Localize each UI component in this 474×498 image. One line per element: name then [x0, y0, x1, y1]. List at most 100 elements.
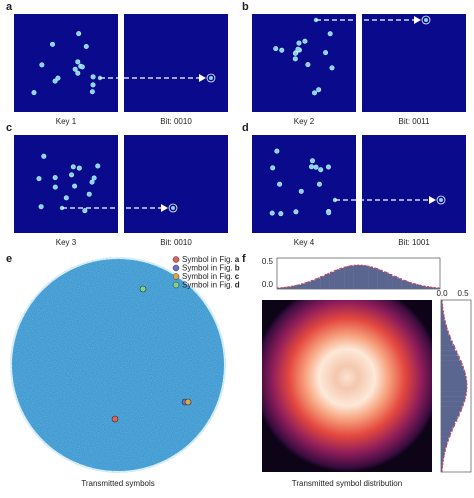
constellation-panels: a Key 1 Bit: 0010 b Key 2 Bit: 0011 c Key 3 Bit:…	[6, 1, 466, 247]
target-ring	[421, 15, 431, 25]
constellation-dot	[308, 164, 314, 170]
target-dot	[171, 206, 175, 210]
hist-bar	[441, 365, 464, 372]
constellation-dot	[76, 165, 82, 171]
hist-bar	[300, 283, 306, 289]
hist-bar	[441, 426, 453, 432]
fit-curve	[441, 299, 468, 473]
hist-bar	[411, 283, 417, 289]
hist-bar	[363, 265, 369, 289]
hist-bar	[339, 268, 345, 289]
constellation-dot	[82, 208, 88, 214]
legend-label: Symbol in Fig. d	[182, 281, 240, 290]
constellation-dot	[89, 179, 95, 185]
constellation-dot	[279, 47, 285, 53]
hist-bar	[441, 320, 446, 326]
constellation-dot	[31, 90, 37, 96]
hist-bar	[441, 386, 467, 392]
bit-label: Bit: 0010	[160, 238, 192, 247]
hist-bar	[425, 286, 431, 289]
hist-bar	[310, 280, 316, 289]
constellation-dot	[305, 62, 311, 68]
constellation-dot	[69, 172, 75, 178]
constellation-dot	[274, 148, 280, 154]
hist-bar	[441, 396, 466, 402]
hist-bar	[286, 286, 292, 289]
arrow-head	[429, 196, 436, 204]
hist-bar	[353, 265, 359, 289]
constellation-dot	[298, 188, 304, 194]
constellation-dot	[316, 87, 322, 93]
constellation-dot	[39, 62, 45, 68]
hist-bar	[441, 345, 455, 351]
legend-swatch	[172, 264, 180, 272]
fit-curve	[276, 264, 441, 289]
hist-bar	[382, 271, 388, 289]
constellation-dot	[95, 163, 101, 169]
hist-bar	[420, 285, 426, 289]
heatmap	[262, 300, 432, 472]
key-label: Key 3	[56, 238, 77, 247]
legend-text: Symbol in Fig.	[182, 281, 233, 290]
hist-bar	[334, 269, 340, 289]
hist-bar	[441, 360, 462, 366]
right-histogram	[440, 299, 472, 473]
target-dot	[439, 198, 443, 202]
panel-letter: d	[242, 122, 249, 134]
key-label: Key 4	[294, 238, 315, 247]
constellation-dot	[89, 89, 95, 95]
constellation-dot	[72, 183, 78, 189]
hist-bar	[441, 340, 453, 346]
constellation-dot	[41, 153, 47, 159]
hist-bar	[281, 287, 287, 289]
key-label: Key 2	[294, 117, 315, 126]
constellation-dot	[318, 167, 324, 173]
constellation-dot	[309, 158, 315, 164]
constellation-dot	[269, 210, 275, 216]
constellation-dot	[90, 74, 96, 80]
hist-bar	[441, 466, 443, 473]
tick-label: 0.0	[436, 289, 448, 298]
constellation-dot	[55, 75, 61, 81]
hist-bar	[441, 325, 448, 331]
bit-label: Bit: 1001	[398, 238, 430, 247]
caption: Transmitted symbol distribution	[292, 479, 402, 488]
hist-bar	[430, 287, 436, 289]
hist-bar	[344, 266, 350, 289]
constellation-dot	[52, 184, 58, 190]
symbol-d	[139, 285, 147, 293]
panel-letter: e	[6, 253, 12, 265]
hist-bar	[368, 266, 374, 289]
constellation-dot	[83, 43, 89, 49]
hist-bar	[441, 300, 443, 306]
constellation-dot	[52, 78, 58, 84]
hist-bar	[441, 456, 444, 463]
hist-bar	[441, 416, 458, 422]
hist-bar	[416, 284, 422, 289]
legend-label: Symbol in Fig. c	[182, 272, 240, 281]
hist-bar	[291, 285, 297, 289]
arrow-head	[161, 204, 168, 212]
legend-text: Symbol in Fig.	[182, 264, 233, 273]
hist-bar	[396, 278, 402, 289]
legend-swatch	[172, 281, 180, 289]
bit-label: Bit: 0011	[399, 117, 431, 126]
hist-bar	[441, 310, 444, 316]
hist-bar	[441, 380, 467, 387]
constellation-dot	[70, 164, 76, 170]
legend-text: Symbol in Fig.	[182, 255, 233, 264]
constellation-dot	[50, 41, 56, 47]
hist-bar	[377, 269, 383, 289]
constellation-dot	[296, 40, 302, 46]
constellation-dot	[292, 50, 298, 56]
hist-bar	[441, 401, 464, 407]
key-label: Key 1	[56, 117, 77, 126]
constellation-dot	[75, 70, 81, 76]
constellation-dot	[75, 59, 81, 65]
constellation-dot	[278, 211, 284, 217]
hist-bar	[387, 273, 393, 289]
target-dot	[209, 76, 213, 80]
constellation-dot	[295, 46, 301, 52]
hist-bar	[441, 411, 460, 417]
constellation-dot	[90, 82, 96, 88]
